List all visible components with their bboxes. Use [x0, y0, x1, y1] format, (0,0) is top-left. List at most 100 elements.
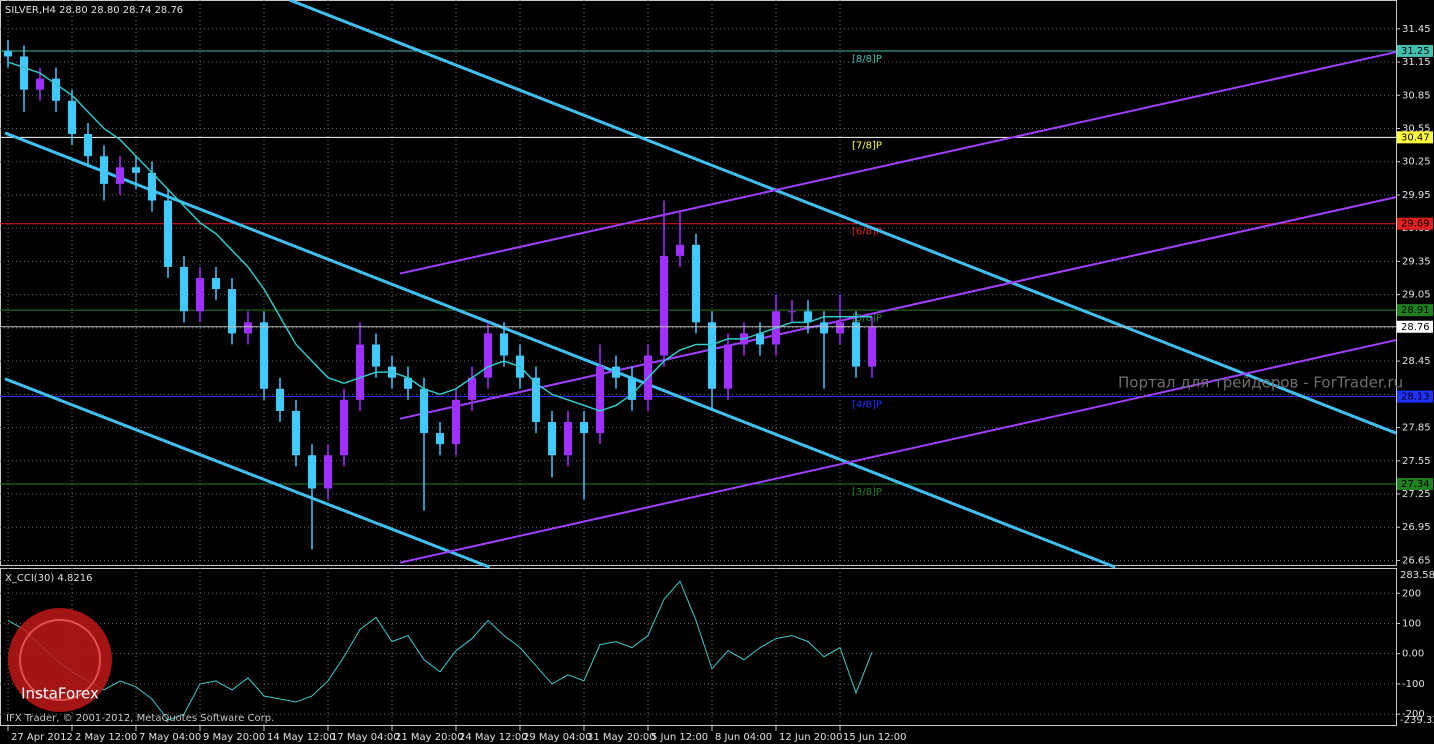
x-tick-label: 27 Apr 2012	[11, 732, 73, 743]
candle-body	[756, 333, 764, 345]
x-tick-label: 15 Jun 12:00	[843, 732, 907, 743]
candle-body	[676, 244, 684, 256]
last-price-label: 28.76	[1401, 322, 1430, 333]
candle-body	[212, 278, 220, 290]
y-tick-label: 27.25	[1402, 489, 1431, 500]
candle-body	[804, 311, 812, 323]
candle-body	[596, 366, 604, 434]
y-tick-label: 31.15	[1402, 57, 1431, 68]
level-label: [5/8]P	[852, 313, 882, 324]
price-box	[1397, 390, 1433, 403]
y-tick-label: 100	[1402, 618, 1421, 629]
y-tick-label: 30.25	[1402, 157, 1431, 168]
logo-ring	[19, 619, 101, 701]
y-tick-label: 28.45	[1402, 356, 1431, 367]
candle-body	[100, 156, 108, 184]
candle-body	[292, 410, 300, 456]
price-box-label: 28.91	[1401, 305, 1430, 316]
candle-body	[132, 167, 140, 173]
y-tick-label: -200	[1402, 709, 1425, 720]
y-tick-label: 27.85	[1402, 423, 1431, 434]
panel-frame	[0, 568, 1397, 726]
x-tick-label: 7 May 04:00	[139, 732, 201, 743]
trend-line	[4, 131, 1116, 569]
trend-line	[399, 339, 1397, 564]
price-box	[1397, 217, 1433, 230]
candle-body	[244, 322, 252, 334]
trend-line	[289, 0, 1397, 435]
level-label: [6/8]P	[852, 227, 882, 238]
candle-body	[452, 399, 460, 445]
trend-line	[399, 51, 1397, 275]
logo: InstaForex	[8, 608, 112, 712]
x-tick-label: 17 May 04:00	[331, 732, 400, 743]
candle-body	[852, 322, 860, 367]
candle-body	[68, 100, 76, 135]
candle-body	[612, 366, 620, 378]
candle-body	[660, 255, 668, 356]
indicator-line	[7, 580, 873, 721]
price-box-label: 31.25	[1401, 46, 1430, 57]
y-tick-label: 27.55	[1402, 456, 1431, 467]
x-tick-label: 12 Jun 20:00	[779, 732, 843, 743]
candle-body	[84, 134, 92, 157]
candle-body	[404, 377, 412, 389]
y-tick-label: 200	[1402, 588, 1421, 599]
candle-body	[692, 244, 700, 323]
candle-body	[420, 388, 428, 434]
candle-body	[836, 322, 844, 334]
x-tick-label: 5 Jun 12:00	[651, 732, 708, 743]
trend-line	[4, 377, 491, 569]
candle-body	[308, 455, 316, 489]
candle-body	[260, 322, 268, 389]
y-limit-label: 283.584	[1400, 570, 1434, 581]
y-tick-label: 30.55	[1402, 123, 1431, 134]
panel-frame	[0, 0, 1397, 566]
y-tick-label: 31.45	[1402, 24, 1431, 35]
x-tick-label: 21 May 20:00	[395, 732, 464, 743]
y-tick-label: 30.85	[1402, 90, 1431, 101]
level-label: [3/8]P	[852, 487, 882, 498]
candle-body	[548, 422, 556, 456]
candle-body	[340, 399, 348, 456]
candle-body	[788, 311, 796, 313]
y-tick-label: 29.05	[1402, 290, 1431, 301]
trend-line	[399, 196, 1397, 420]
candle-body	[20, 56, 28, 90]
copyright: IFX Trader, © 2001-2012, MetaQuotes Soft…	[6, 713, 274, 724]
candle-body	[324, 455, 332, 489]
y-tick-label: 26.95	[1402, 522, 1431, 533]
level-label: [8/8]P	[852, 54, 882, 65]
y-tick-label: 29.35	[1402, 256, 1431, 267]
logo-badge	[8, 608, 112, 712]
price-box-label: 28.13	[1401, 392, 1430, 403]
price-box-label: 29.69	[1401, 219, 1430, 230]
candle-body	[356, 344, 364, 400]
y-tick-label: -100	[1402, 679, 1425, 690]
candle-body	[468, 377, 476, 400]
candle-body	[484, 333, 492, 378]
x-tick-label: 31 May 20:00	[587, 732, 656, 743]
x-tick-label: 24 May 12:00	[459, 732, 528, 743]
candle-body	[148, 172, 156, 201]
candle-body	[52, 78, 60, 101]
candle-body	[196, 278, 204, 312]
price-box	[1397, 131, 1433, 144]
panel-title: SILVER,H4 28.80 28.80 28.74 28.76	[5, 5, 183, 16]
price-box	[1397, 304, 1433, 317]
price-box	[1397, 44, 1433, 57]
candle-body	[228, 289, 236, 334]
candle-body	[276, 388, 284, 411]
candle-body	[436, 433, 444, 445]
candle-body	[868, 326, 876, 367]
level-label: [7/8]P	[852, 140, 882, 151]
candle-body	[820, 322, 828, 334]
price-box	[1397, 478, 1433, 491]
candle-body	[724, 344, 732, 389]
y-tick-label: 26.65	[1402, 555, 1431, 566]
y-limit-label: -239.334	[1400, 715, 1434, 726]
candle-body	[708, 322, 716, 389]
